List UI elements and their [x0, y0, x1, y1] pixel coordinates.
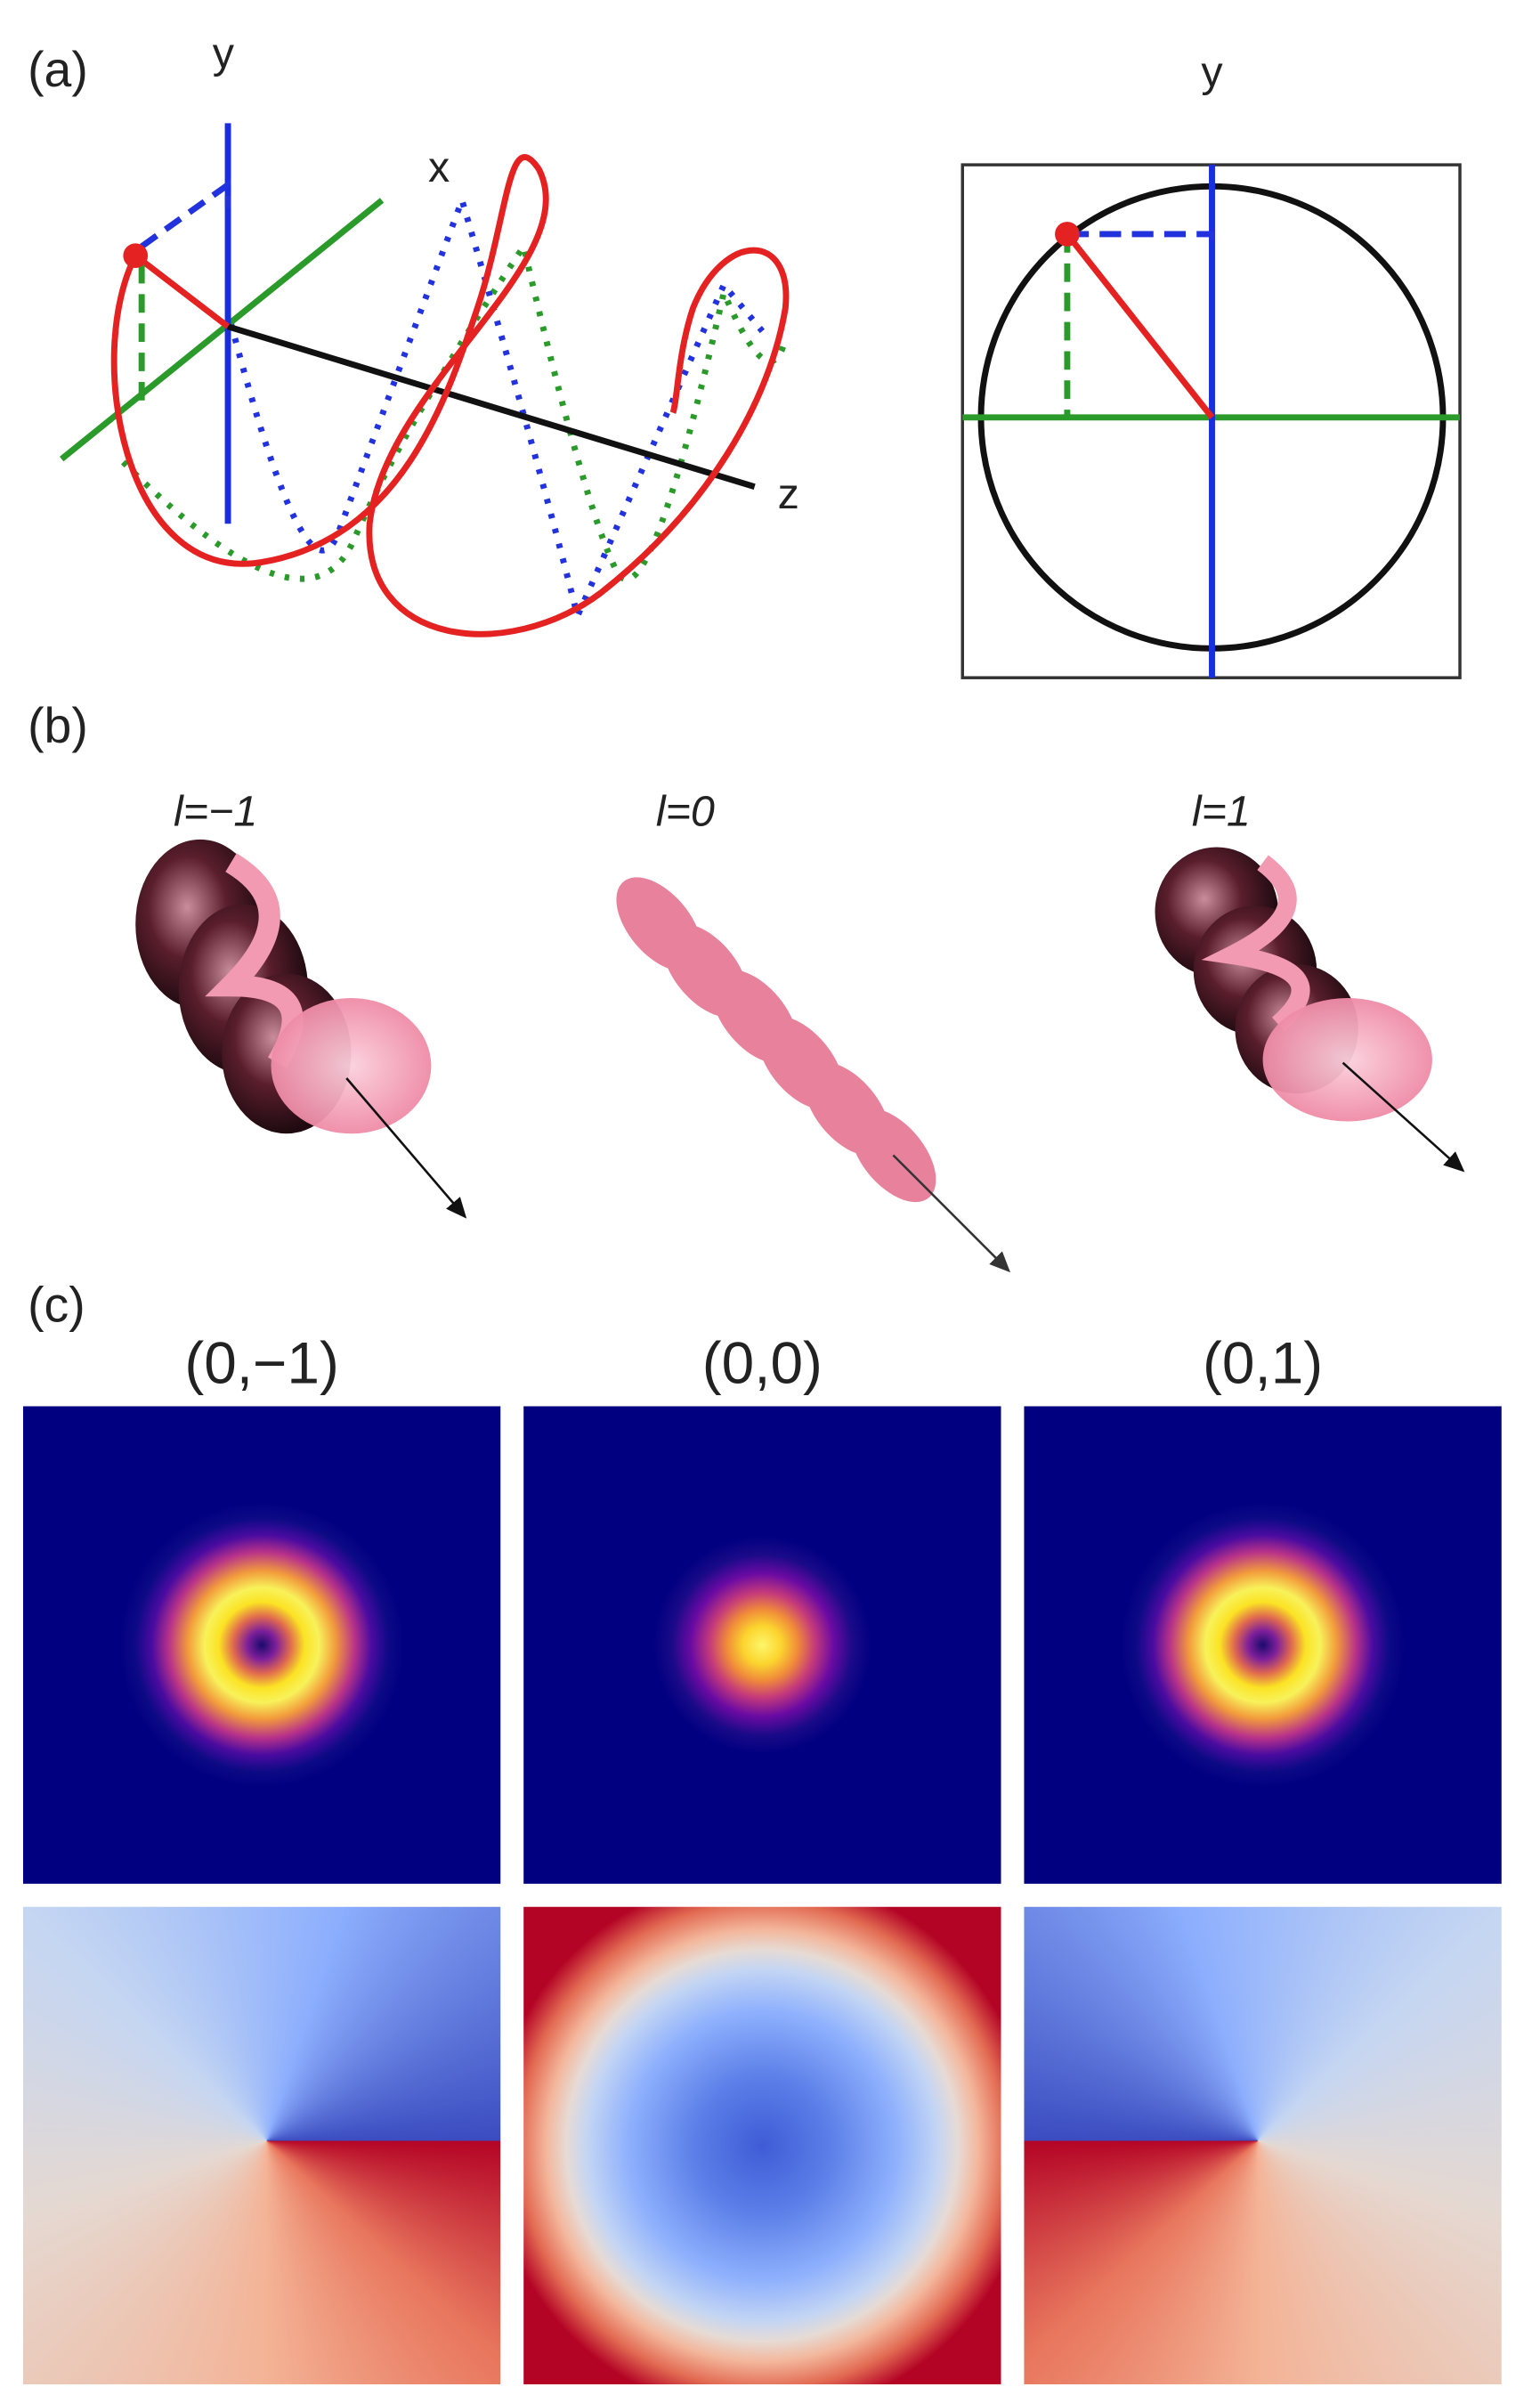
- mode-label: (0,0): [702, 1330, 823, 1396]
- helix-diagram: [60, 123, 790, 637]
- panel-label: (b): [28, 698, 88, 753]
- panel-label: (a): [28, 42, 88, 97]
- shape: [1201, 855, 1310, 1032]
- planar-wavefront: [616, 877, 1010, 1273]
- axis-label: y: [1201, 48, 1223, 96]
- helical-wavefront: [135, 839, 467, 1219]
- intensity-map: [1024, 1406, 1502, 1884]
- phase-map: [22, 1906, 501, 2385]
- shape: [271, 998, 432, 1134]
- shape: [140, 178, 231, 249]
- intensity-map: [523, 1406, 1001, 1884]
- shape: [123, 243, 149, 269]
- shape: [134, 253, 231, 329]
- phase-map: [1024, 1906, 1502, 2385]
- shape: [1262, 998, 1432, 1122]
- helical-wavefront: [1155, 847, 1465, 1173]
- axis-label: y: [213, 29, 235, 77]
- shape: [1065, 231, 1215, 419]
- shape: [227, 323, 756, 490]
- shape: [1341, 1061, 1465, 1173]
- panel-label: (c): [28, 1277, 85, 1332]
- shape: [60, 198, 385, 462]
- axis-label: x: [428, 143, 450, 191]
- intensity-map: [22, 1406, 501, 1884]
- shape: [1066, 231, 1215, 250]
- shape: [345, 1077, 467, 1219]
- mode-label: l=1: [1192, 787, 1251, 835]
- shape: [892, 1154, 1010, 1273]
- mode-label: l=−1: [174, 787, 257, 835]
- shape: [1055, 222, 1080, 247]
- shape: [228, 190, 766, 626]
- axis-label: z: [778, 470, 799, 518]
- mode-label: (0,1): [1203, 1330, 1323, 1396]
- shape: [120, 239, 789, 583]
- mode-label: l=0: [656, 787, 715, 835]
- mode-label: (0,−1): [184, 1330, 339, 1396]
- phase-map: [523, 1906, 1001, 2385]
- projection-diagram: [960, 163, 1462, 679]
- shape: [110, 154, 790, 637]
